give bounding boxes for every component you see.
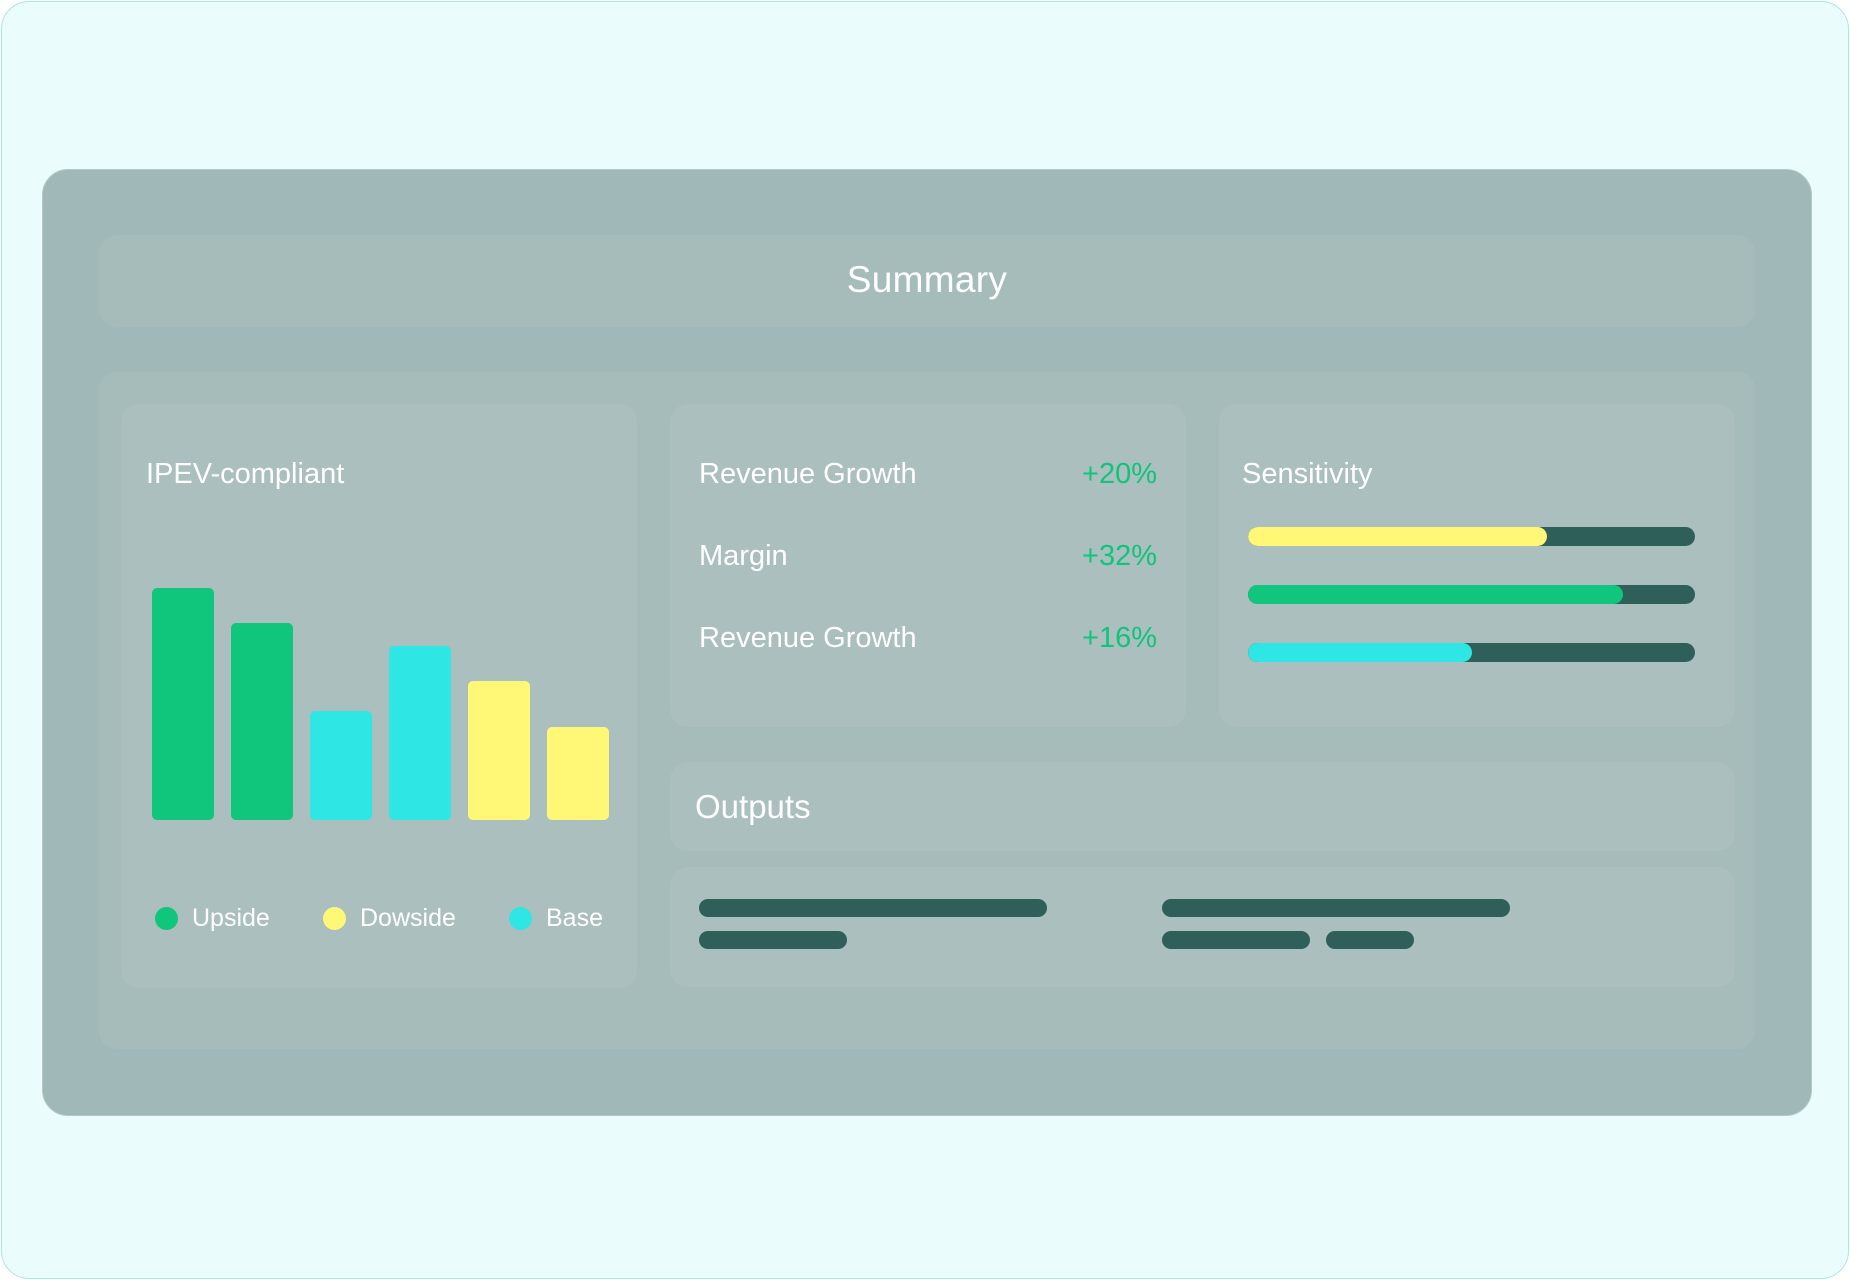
placeholder-line	[1326, 931, 1414, 949]
legend-item-upside: Upside	[155, 904, 270, 933]
bar-base-4	[389, 646, 451, 820]
sensitivity-fill-2	[1248, 585, 1624, 604]
legend-dot-dowside	[323, 907, 346, 930]
sensitivity-bar-1	[1248, 527, 1695, 546]
legend-dot-base	[509, 907, 532, 930]
outputs-content	[670, 867, 1735, 987]
placeholder-line	[699, 899, 1047, 917]
sensitivity-fill-1	[1248, 527, 1548, 546]
placeholder-line	[1162, 899, 1510, 917]
summary-title: Summary	[846, 259, 1008, 300]
bar-dowside-5	[468, 681, 530, 820]
content-panel: IPEV-compliant Upside Dowside Base	[99, 372, 1755, 1049]
bar-chart	[152, 554, 612, 820]
sensitivity-fill-3	[1248, 643, 1472, 662]
sensitivity-bar-2	[1248, 585, 1695, 604]
metric-value: +32%	[1082, 540, 1157, 572]
summary-header: Summary	[99, 235, 1755, 327]
bar-upside-2	[231, 623, 293, 820]
bar-upside-1	[152, 588, 214, 820]
metric-row-margin: Margin +32%	[699, 540, 1157, 576]
legend-item-base: Base	[509, 904, 603, 933]
bar-base-3	[310, 711, 372, 820]
outputs-header: Outputs	[670, 762, 1735, 851]
sensitivity-card: Sensitivity	[1219, 404, 1735, 727]
metric-value: +16%	[1082, 622, 1157, 654]
legend-label-upside: Upside	[192, 904, 270, 932]
sensitivity-bar-3	[1248, 643, 1695, 662]
sensitivity-title: Sensitivity	[1242, 458, 1373, 490]
legend-dot-upside	[155, 907, 178, 930]
bar-dowside-6	[547, 727, 609, 820]
metric-label: Revenue Growth	[699, 622, 917, 654]
legend-item-dowside: Dowside	[323, 904, 456, 933]
placeholder-line	[699, 931, 847, 949]
chart-title: IPEV-compliant	[146, 458, 345, 490]
outputs-title: Outputs	[695, 788, 811, 825]
metric-value: +20%	[1082, 458, 1157, 490]
metric-row-revenue-growth: Revenue Growth +20%	[699, 458, 1157, 494]
metric-label: Revenue Growth	[699, 458, 917, 490]
metric-row-revenue-growth-2: Revenue Growth +16%	[699, 622, 1157, 658]
dashboard-board: Summary IPEV-compliant Upside Dowside	[42, 169, 1812, 1116]
metric-label: Margin	[699, 540, 788, 572]
legend-label-base: Base	[546, 904, 603, 932]
placeholder-line	[1162, 931, 1310, 949]
legend-label-dowside: Dowside	[360, 904, 456, 932]
ipev-chart-card: IPEV-compliant Upside Dowside Base	[121, 404, 637, 988]
chart-legend: Upside Dowside Base	[155, 904, 625, 934]
metrics-card: Revenue Growth +20% Margin +32% Revenue …	[670, 404, 1186, 727]
